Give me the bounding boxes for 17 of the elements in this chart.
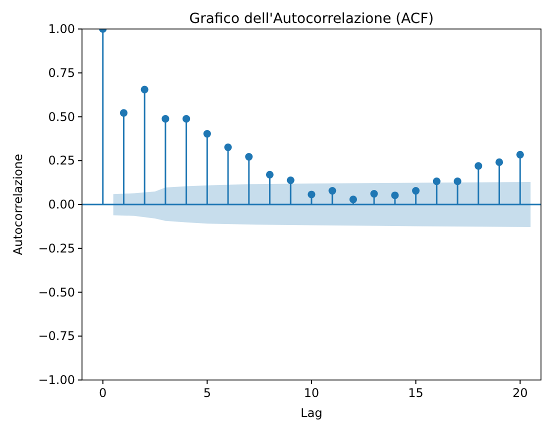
y-tick-label: −0.50 [38,285,75,300]
x-tick-label: 15 [408,386,424,400]
y-tick-label: 0.25 [48,154,75,168]
y-tick-label: −0.25 [38,241,75,256]
x-tick-label: 5 [203,386,211,400]
y-tick-label: 0.50 [48,110,75,124]
y-tick-label: 0.75 [48,66,75,80]
y-tick-label: −1.00 [38,373,75,387]
x-tick-label: 10 [304,386,320,400]
x-axis-title: Lag [300,406,322,420]
y-tick-label: 1.00 [48,22,75,36]
x-tick-label: 0 [99,386,107,400]
y-tick-label: −0.75 [38,329,75,344]
chart-title: Grafico dell'Autocorrelazione (ACF) [189,11,434,27]
y-tick-label: 0.00 [48,198,75,212]
y-axis-title: Autocorrelazione [11,154,25,256]
x-tick-label: 20 [512,386,528,400]
